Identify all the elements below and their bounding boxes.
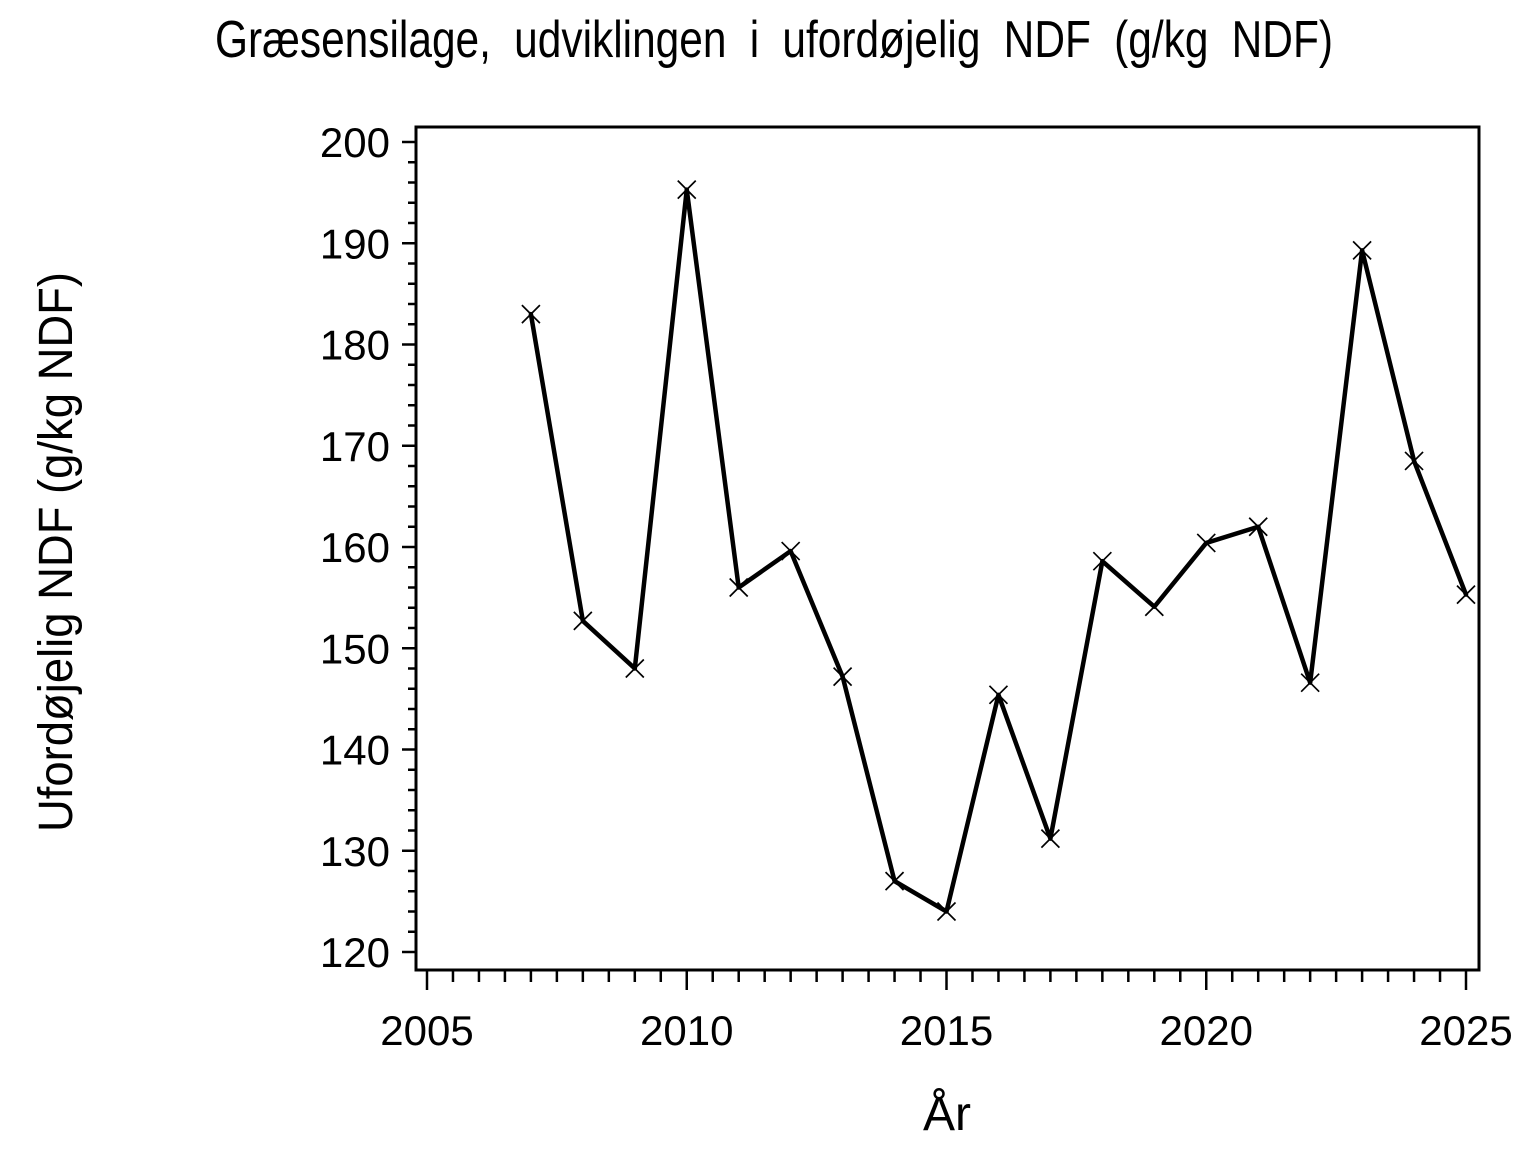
plot-frame	[414, 125, 1481, 972]
data-marker	[1196, 533, 1216, 553]
data-marker	[781, 541, 801, 561]
x-tick-label: 2005	[380, 1007, 473, 1054]
data-marker	[573, 611, 593, 631]
y-tick-label: 150	[320, 625, 390, 672]
y-tick-label: 120	[320, 929, 390, 976]
y-tick-label: 130	[320, 828, 390, 875]
data-marker	[1144, 597, 1164, 617]
data-marker	[729, 577, 749, 598]
plot-body: 120 130 140 150 160 170 180 190 200 2005 2010 2015 2…	[320, 119, 1513, 1054]
x-tick-label: 2010	[640, 1007, 733, 1054]
data-marker	[1404, 451, 1424, 471]
data-line	[528, 187, 1469, 914]
data-marker	[1092, 551, 1112, 571]
data-marker	[1456, 584, 1476, 605]
data-marker	[936, 901, 957, 922]
data-marker	[625, 658, 645, 679]
x-axis-label: År	[923, 1088, 971, 1141]
data-marker	[677, 179, 697, 200]
y-tick-label: 180	[320, 322, 390, 369]
data-marker	[1040, 828, 1061, 849]
data-marker	[1352, 240, 1372, 260]
data-marker	[1248, 517, 1268, 537]
y-tick-label: 200	[320, 119, 390, 166]
y-tick-label: 190	[320, 220, 390, 267]
x-tick-label: 2015	[900, 1007, 993, 1054]
data-marker	[988, 685, 1009, 705]
data-marker	[884, 871, 905, 891]
y-tick-label: 140	[320, 727, 390, 774]
data-marker	[521, 304, 541, 324]
y-axis-label: Ufordøjelig NDF (g/kg NDF)	[30, 272, 83, 832]
y-tick-label: 170	[320, 423, 390, 470]
x-tick-label: 2020	[1160, 1007, 1253, 1054]
x-tick-label: 2025	[1419, 1007, 1512, 1054]
chart-title: Græsensilage, udviklingen i ufordøjelig …	[215, 11, 1333, 69]
y-tick-label: 160	[320, 524, 390, 571]
data-marker	[1300, 673, 1320, 693]
data-marker	[832, 666, 853, 687]
